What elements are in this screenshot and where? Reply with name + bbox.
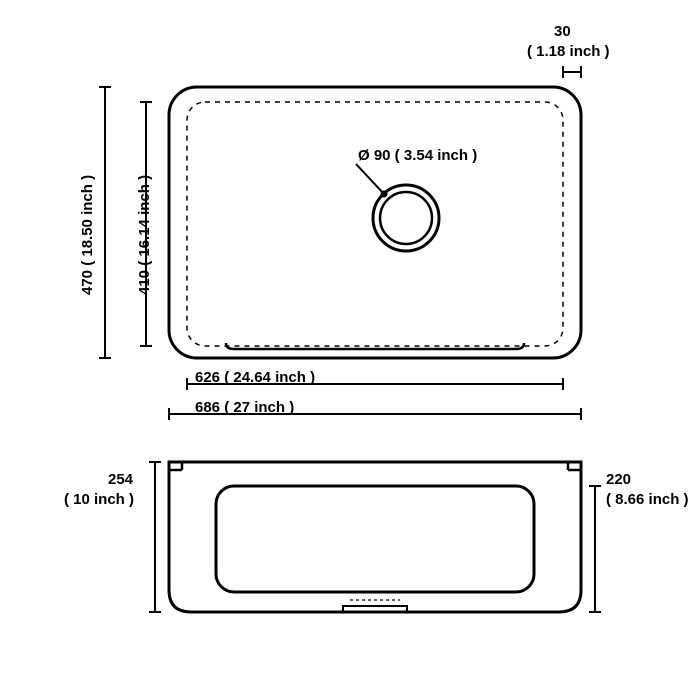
top-outer-rect xyxy=(169,87,581,358)
dim-626-inch: ( 24.64 inch ) xyxy=(224,369,315,386)
dim-686: 686 ( 27 inch ) xyxy=(195,398,294,418)
drain-inner xyxy=(380,192,432,244)
dim-220-mm: 220 xyxy=(606,470,631,490)
dim-220-inch: ( 8.66 inch ) xyxy=(606,490,689,510)
side-inner xyxy=(216,486,534,592)
dimension-lines xyxy=(99,66,601,612)
dim-30-inch: ( 1.18 inch ) xyxy=(527,42,610,62)
drain-leader xyxy=(356,164,384,194)
dim-686-inch: ( 27 inch ) xyxy=(224,399,294,416)
dim-470-mm: 470 xyxy=(79,270,96,295)
dim-686-mm: 686 xyxy=(195,399,220,416)
dim-410-inch: ( 16.14 inch ) xyxy=(136,175,153,266)
dim-drain: Ø 90 ( 3.54 inch ) xyxy=(358,146,477,166)
dim-470-inch: ( 18.50 inch ) xyxy=(79,175,96,266)
top-view xyxy=(169,87,581,358)
dim-626: 626 ( 24.64 inch ) xyxy=(195,368,315,388)
dim-626-mm: 626 xyxy=(195,369,220,386)
technical-drawing xyxy=(0,0,700,700)
drain-leader-dot xyxy=(381,191,388,198)
dim-470: 470 ( 18.50 inch ) xyxy=(78,175,98,295)
dim-254-inch: ( 10 inch ) xyxy=(64,490,134,510)
dim-410-mm: 410 xyxy=(136,270,153,295)
dim-254-mm: 254 xyxy=(108,470,133,490)
dim-410: 410 ( 16.14 inch ) xyxy=(135,175,155,295)
side-view xyxy=(169,462,581,612)
dim-30-mm: 30 xyxy=(554,22,571,42)
